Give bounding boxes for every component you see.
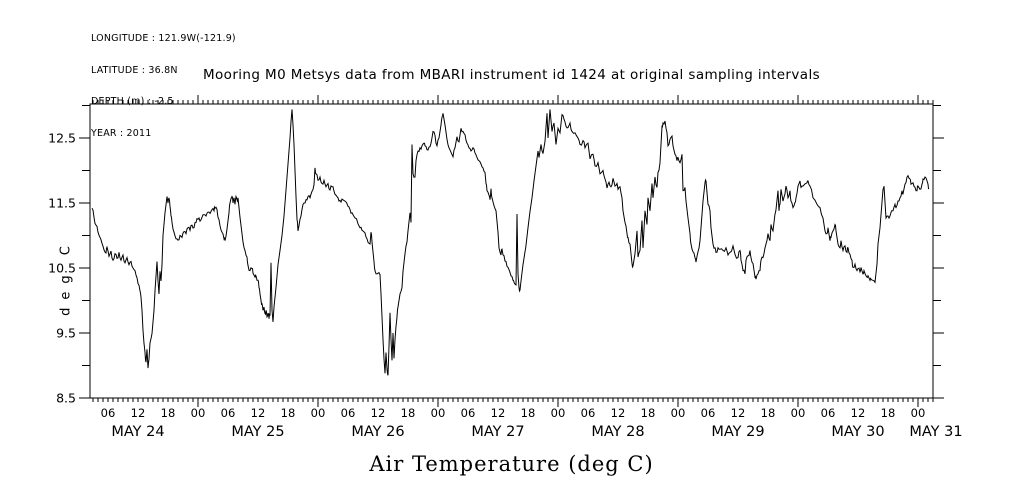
x-day-label: MAY 27 (471, 424, 524, 440)
y-tick-label: 8.5 (56, 391, 76, 406)
y-tick-label: 12.5 (48, 131, 76, 146)
x-hour-label: 12 (731, 406, 746, 420)
x-hour-label: 00 (911, 406, 926, 420)
metadata-depth: DEPTH (m) : -2.5 (91, 96, 174, 107)
temperature-trace (91, 109, 930, 376)
plot-frame (89, 103, 934, 399)
x-axis-title: Air Temperature (deg C) (369, 452, 654, 476)
x-day-label: MAY 24 (111, 424, 164, 440)
x-hour-label: 12 (251, 406, 266, 420)
y-axis-title: deg C (58, 238, 74, 316)
y-tick-label: 11.5 (48, 196, 76, 211)
x-hour-label: 18 (401, 406, 416, 420)
x-hour-label: 18 (161, 406, 176, 420)
x-hour-label: 12 (371, 406, 386, 420)
x-hour-label: 00 (551, 406, 566, 420)
x-hour-label: 06 (461, 406, 476, 420)
x-hour-label: 18 (281, 406, 296, 420)
metadata-latitude: LATITUDE : 36.8N (91, 64, 178, 76)
station-metadata: LONGITUDE : 121.9W(-121.9) LATITUDE : 36… (91, 13, 236, 160)
x-hour-label: 06 (341, 406, 356, 420)
x-hour-label: 06 (821, 406, 836, 420)
x-hour-label: 00 (311, 406, 326, 420)
x-hour-label: 00 (671, 406, 686, 420)
x-hour-label: 18 (761, 406, 776, 420)
x-hour-label: 12 (491, 406, 506, 420)
x-day-label: MAY 25 (231, 424, 284, 440)
x-hour-label: 12 (851, 406, 866, 420)
x-day-label: MAY 31 (909, 424, 962, 440)
x-hour-label: 00 (191, 406, 206, 420)
x-hour-label: 18 (881, 406, 896, 420)
x-day-label: MAY 29 (711, 424, 764, 440)
x-hour-label: 06 (701, 406, 716, 420)
x-hour-label: 12 (611, 406, 626, 420)
x-hour-label: 00 (791, 406, 806, 420)
metadata-longitude: LONGITUDE : 121.9W(-121.9) (91, 33, 236, 44)
x-hour-label: 06 (221, 406, 236, 420)
x-hour-label: 06 (101, 406, 116, 420)
metadata-year: YEAR : 2011 (91, 127, 152, 139)
x-day-label: MAY 28 (591, 424, 644, 440)
x-hour-label: 12 (131, 406, 146, 420)
y-tick-label: 9.5 (56, 326, 76, 341)
y-tick-label: 10.5 (48, 261, 76, 276)
x-hour-label: 18 (641, 406, 656, 420)
x-hour-label: 18 (521, 406, 536, 420)
x-day-label: MAY 26 (351, 424, 404, 440)
x-day-label: MAY 30 (831, 424, 884, 440)
chart-title: Mooring M0 Metsys data from MBARI instru… (202, 67, 821, 83)
x-hour-label: 00 (431, 406, 446, 420)
x-hour-label: 06 (581, 406, 596, 420)
